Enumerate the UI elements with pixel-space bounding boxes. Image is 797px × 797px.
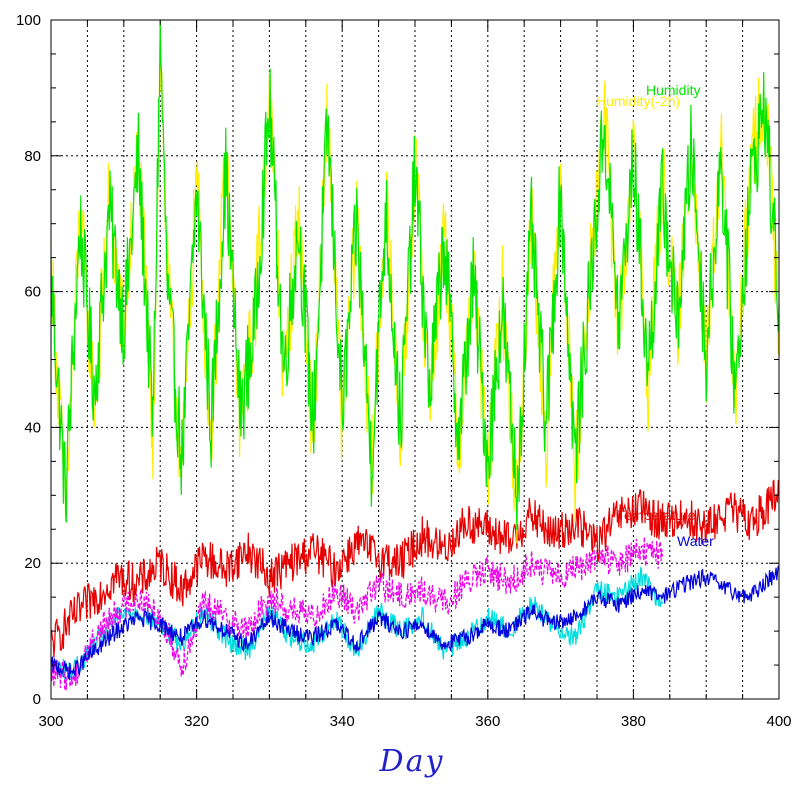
x-axis-title: Day bbox=[379, 744, 445, 779]
series-line-water bbox=[50, 565, 780, 681]
series-lines bbox=[50, 19, 780, 691]
x-tick-label: 300 bbox=[38, 713, 63, 730]
y-tick-label: 40 bbox=[24, 419, 41, 436]
x-tick-label: 400 bbox=[766, 713, 791, 730]
series-line-temperature bbox=[50, 479, 780, 658]
series-label-humidity: Humidity bbox=[646, 82, 700, 98]
x-tick-label: 380 bbox=[621, 713, 646, 730]
y-tick-label: 80 bbox=[24, 148, 41, 165]
series-line-humidity-2h- bbox=[50, 26, 780, 544]
x-tick-label: 360 bbox=[475, 713, 500, 730]
y-tick-label: 20 bbox=[24, 555, 41, 572]
series-label-humidity-shift: Humidity(-2h) bbox=[596, 93, 680, 109]
series-label-temperature: Temperature bbox=[617, 507, 696, 523]
series-line-humidity bbox=[50, 19, 780, 530]
tick-labels: 300 320 340 360 380 400 0 20 40 60 80 100 bbox=[16, 12, 792, 730]
series-label-water: Water bbox=[677, 533, 714, 549]
y-tick-label: 100 bbox=[16, 12, 41, 29]
y-tick-label: 0 bbox=[33, 691, 41, 708]
axis-ticks bbox=[50, 19, 780, 700]
y-tick-label: 60 bbox=[24, 284, 41, 301]
x-tick-label: 320 bbox=[184, 713, 209, 730]
x-tick-label: 340 bbox=[330, 713, 355, 730]
